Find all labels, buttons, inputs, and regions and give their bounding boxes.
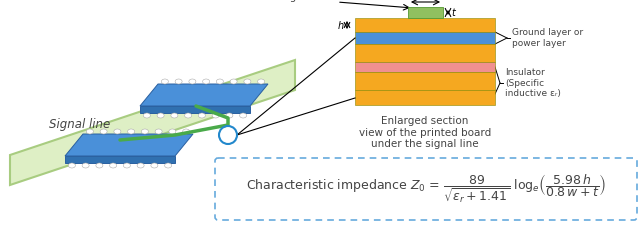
Ellipse shape: [184, 113, 191, 118]
Bar: [408, 7, 443, 18]
Text: Signal line: Signal line: [49, 118, 111, 131]
FancyBboxPatch shape: [215, 158, 637, 220]
Polygon shape: [10, 60, 295, 185]
Text: Insulator
(Specific
inductive εᵣ): Insulator (Specific inductive εᵣ): [505, 68, 561, 98]
Text: Ground layer or
power layer: Ground layer or power layer: [512, 28, 583, 48]
Ellipse shape: [100, 129, 107, 134]
Text: Characteristic impedance $Z_0$ = $\dfrac{89}{\sqrt{\varepsilon_r + 1.41}}$ $\log: Characteristic impedance $Z_0$ = $\dfrac…: [246, 173, 606, 205]
Ellipse shape: [164, 163, 172, 168]
Ellipse shape: [157, 113, 164, 118]
Text: $h$: $h$: [337, 19, 345, 31]
Ellipse shape: [230, 79, 237, 84]
Bar: [355, 90, 495, 105]
Text: Signal line: Signal line: [280, 0, 335, 2]
Text: Enlarged section
view of the printed board
under the signal line: Enlarged section view of the printed boa…: [359, 116, 491, 149]
Ellipse shape: [155, 129, 162, 134]
Ellipse shape: [258, 79, 264, 84]
Text: $t$: $t$: [451, 7, 457, 18]
Ellipse shape: [96, 163, 103, 168]
Ellipse shape: [137, 163, 144, 168]
Polygon shape: [65, 134, 193, 156]
Ellipse shape: [226, 113, 233, 118]
Ellipse shape: [141, 129, 148, 134]
Ellipse shape: [239, 113, 246, 118]
Ellipse shape: [68, 163, 76, 168]
Polygon shape: [140, 84, 268, 106]
Ellipse shape: [109, 163, 116, 168]
Polygon shape: [65, 156, 175, 163]
Ellipse shape: [198, 113, 205, 118]
Ellipse shape: [151, 163, 158, 168]
Ellipse shape: [127, 129, 134, 134]
Ellipse shape: [114, 129, 121, 134]
Ellipse shape: [182, 129, 189, 134]
Ellipse shape: [124, 163, 131, 168]
Bar: [355, 72, 495, 90]
Bar: [355, 18, 495, 32]
Ellipse shape: [171, 113, 178, 118]
Ellipse shape: [244, 79, 251, 84]
Ellipse shape: [143, 113, 150, 118]
Bar: [355, 62, 495, 72]
Polygon shape: [140, 106, 250, 113]
Ellipse shape: [203, 79, 210, 84]
Ellipse shape: [161, 79, 168, 84]
Bar: [355, 32, 495, 44]
Ellipse shape: [189, 79, 196, 84]
Ellipse shape: [216, 79, 223, 84]
Ellipse shape: [82, 163, 89, 168]
Ellipse shape: [86, 129, 93, 134]
Bar: [355, 44, 495, 62]
Ellipse shape: [169, 129, 176, 134]
Ellipse shape: [212, 113, 219, 118]
Ellipse shape: [175, 79, 182, 84]
